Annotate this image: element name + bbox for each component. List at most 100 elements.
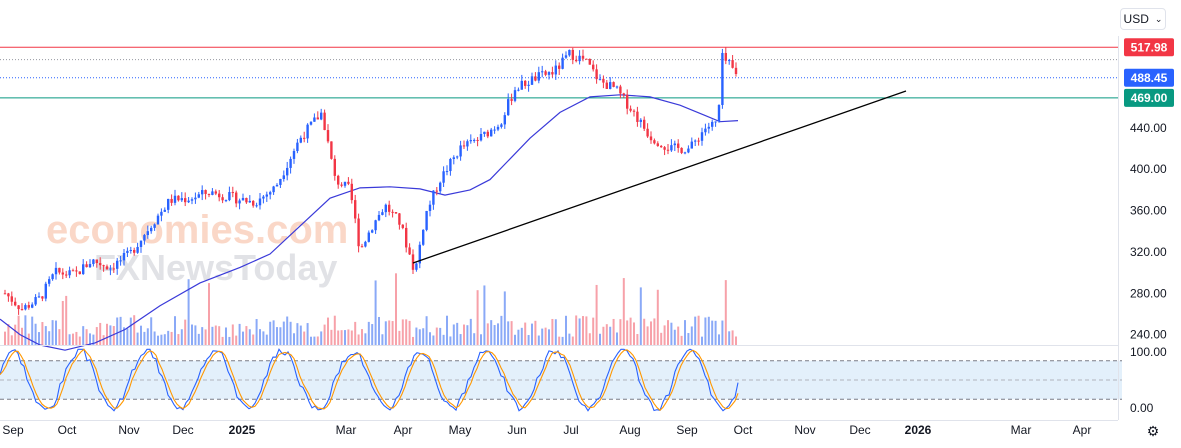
price-axis: 440.00 400.00 360.00 320.00 280.00 240.00 100.…: [0, 36, 1174, 421]
volume-bar: [55, 320, 57, 345]
candle-body: [418, 244, 421, 264]
candle-body: [415, 263, 418, 270]
candle-body: [622, 93, 625, 95]
price-badge-label: 517.98: [1131, 40, 1168, 54]
candle-body: [551, 72, 554, 75]
candle-body: [112, 268, 115, 270]
time-tick-label: Oct: [58, 423, 77, 437]
candle-body: [286, 167, 289, 176]
volume-bar: [347, 329, 350, 345]
volume-bar: [85, 329, 88, 345]
volume-bar: [184, 319, 187, 345]
candle-body: [252, 200, 255, 206]
candle-body: [462, 145, 466, 147]
moving-average-layer: [0, 94, 739, 351]
candle-body: [343, 181, 347, 186]
volume-bar: [187, 279, 190, 345]
volume-bar: [520, 327, 523, 345]
candle-body: [330, 141, 333, 159]
trendline-layer: [412, 90, 907, 264]
candle-body: [473, 139, 476, 141]
candle-body: [673, 143, 676, 146]
candle-body: [401, 224, 404, 228]
candle-body: [24, 305, 27, 310]
candle-body: [704, 128, 707, 133]
volume-bar: [357, 334, 360, 345]
time-tick-label: 2025: [229, 423, 256, 437]
volume-bar: [633, 322, 635, 345]
volume-bar: [551, 318, 554, 345]
volume-bar: [153, 331, 156, 345]
volume-bar: [235, 335, 238, 345]
candle-body: [717, 104, 721, 122]
volume-bar: [704, 317, 707, 345]
candle-body: [17, 305, 20, 310]
volume-bar: [514, 334, 516, 345]
volume-bar: [320, 331, 323, 345]
volume-bar: [483, 285, 486, 345]
volume-bar: [82, 326, 85, 345]
candle-body: [133, 249, 136, 253]
volume-bar: [527, 335, 530, 345]
volume-bar: [694, 316, 697, 345]
volume-bar: [10, 335, 13, 345]
volume-bar: [650, 321, 652, 345]
candle-body: [534, 76, 537, 81]
currency-selector[interactable]: USD ⌄: [1120, 8, 1166, 30]
volume-bar: [401, 319, 404, 345]
candle-body: [612, 82, 615, 87]
candle-body: [435, 190, 438, 192]
price-tick-label: 360.00: [1130, 204, 1167, 218]
volume-bar: [602, 326, 605, 345]
candle-body: [88, 264, 92, 268]
candle-body: [687, 148, 690, 153]
volume-bar: [605, 324, 608, 345]
volume-bar: [463, 324, 465, 345]
candle-body: [354, 200, 357, 219]
candle-body: [697, 140, 700, 142]
candle-body: [384, 204, 387, 213]
candle-body: [367, 232, 370, 242]
volume-bar: [354, 321, 357, 345]
candle-body: [245, 197, 248, 203]
candle-body: [129, 249, 132, 251]
volume-bar: [459, 334, 462, 345]
volume-bar: [639, 287, 642, 345]
volume-bar: [395, 273, 397, 345]
volume-bar: [500, 315, 503, 345]
candle-body: [721, 52, 724, 105]
candle-body: [636, 111, 639, 122]
candle-body: [605, 82, 608, 89]
candle-body: [452, 157, 455, 160]
candle-body: [503, 115, 506, 125]
candle-body: [663, 147, 666, 150]
volume-bar: [575, 315, 578, 345]
candle-body: [75, 270, 78, 272]
candle-body: [105, 266, 109, 270]
volume-bar: [191, 324, 193, 345]
time-tick-label: Apr: [394, 423, 413, 437]
time-tick-label: Jun: [507, 423, 526, 437]
gear-icon[interactable]: ⚙: [1146, 422, 1160, 439]
time-tick-label: May: [449, 423, 472, 437]
candle-body: [265, 194, 268, 197]
volume-bar: [197, 333, 200, 345]
volume-bar: [136, 332, 139, 345]
volume-bar: [619, 319, 622, 345]
volume-bar: [89, 333, 91, 345]
price-tick-label: 280.00: [1130, 286, 1167, 300]
candle-body: [660, 145, 663, 148]
volume-bar: [31, 316, 34, 345]
volume-bar: [456, 322, 459, 345]
candle-body: [177, 195, 180, 201]
volume-bar: [653, 318, 656, 345]
volume-bar: [228, 336, 231, 345]
stoch-tick-label: 100.00: [1130, 345, 1167, 359]
candle-body: [31, 304, 34, 308]
volume-bar: [667, 320, 669, 345]
candle-body: [170, 198, 173, 203]
volume-bar: [34, 323, 37, 345]
candle-body: [99, 263, 102, 266]
candle-body: [524, 80, 527, 86]
